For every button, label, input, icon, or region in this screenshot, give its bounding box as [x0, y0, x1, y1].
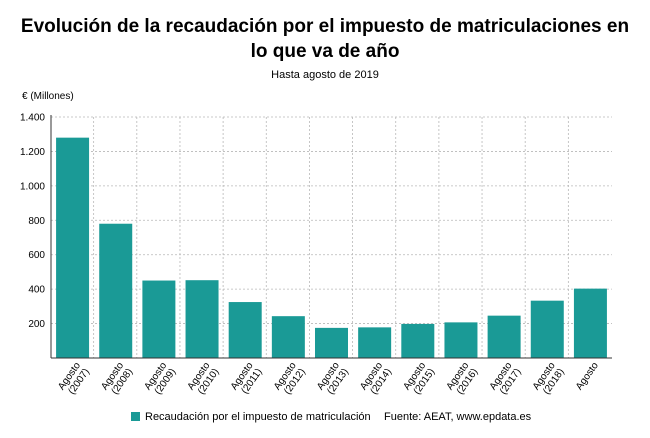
- x-tick-label: Agosto(2009): [142, 360, 178, 398]
- y-tick-label: 200: [28, 319, 45, 330]
- x-tick-label: Agosto(2007): [56, 360, 92, 398]
- bar: [315, 327, 348, 358]
- x-tick-label: Agosto(2016): [445, 360, 481, 398]
- bar: [358, 327, 392, 358]
- y-tick-label: 1.400: [20, 113, 45, 124]
- x-tick-label: Agosto(2013): [315, 360, 351, 398]
- bar: [99, 223, 133, 358]
- chart-title: Evolución de la recaudación por el impue…: [0, 14, 650, 64]
- x-tick-label: Agosto(2017): [488, 360, 524, 398]
- x-tick-label: Agosto(2012): [272, 360, 308, 398]
- bar: [401, 323, 435, 358]
- y-axis-unit-label: € (Millones): [22, 91, 74, 102]
- y-tick-label: 600: [28, 250, 45, 261]
- bar: [228, 302, 262, 358]
- x-tick-label: Agosto(2015): [401, 360, 437, 398]
- x-tick-label: Agosto(2010): [186, 360, 222, 398]
- source-note: Fuente: AEAT, www.epdata.es: [384, 411, 532, 423]
- x-tick-label: Agosto(2008): [99, 360, 135, 398]
- chart-subtitle: Hasta agosto de 2019: [271, 69, 379, 81]
- x-tick-label: Agosto(2011): [229, 360, 265, 398]
- chart-title-line-2: lo que va de año: [250, 41, 400, 62]
- bar: [271, 316, 305, 358]
- y-tick-label: 400: [28, 285, 45, 296]
- x-tick-label: Agosto: [574, 360, 601, 392]
- bar: [444, 322, 478, 358]
- bar: [573, 288, 607, 358]
- y-tick-label: 800: [28, 216, 45, 227]
- bar: [487, 315, 521, 358]
- legend-series-label: Recaudación por el impuesto de matricula…: [145, 411, 371, 423]
- bar: [56, 137, 90, 358]
- chart-title-line-1: Evolución de la recaudación por el impue…: [20, 16, 630, 37]
- bar: [530, 300, 564, 358]
- bar: [185, 280, 219, 358]
- x-tick-label: Agosto(2018): [531, 360, 567, 398]
- bar: [142, 280, 176, 358]
- y-tick-label: 1.200: [20, 147, 45, 158]
- legend-swatch: [131, 412, 140, 421]
- x-tick-label: Agosto(2014): [358, 360, 394, 398]
- y-tick-label: 1.000: [20, 181, 45, 192]
